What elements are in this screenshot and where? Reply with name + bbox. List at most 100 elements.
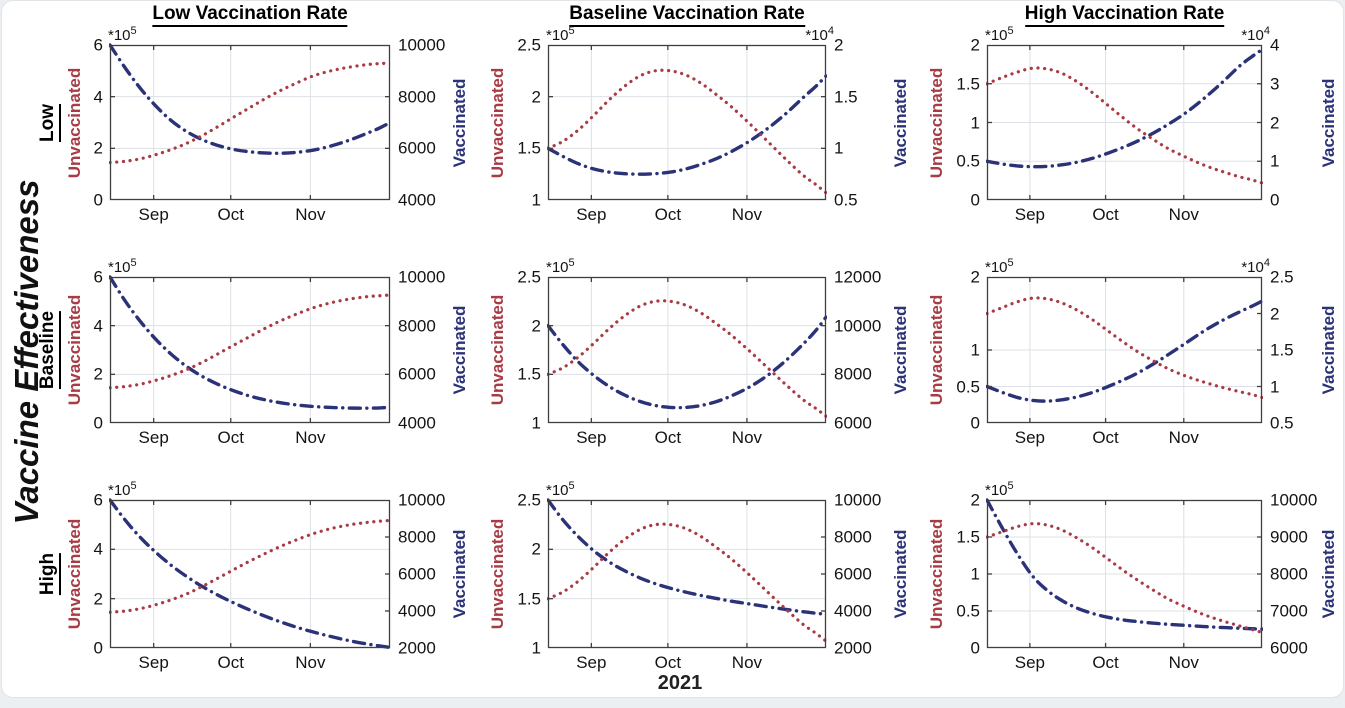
y-tick-label: 4000 bbox=[398, 413, 436, 433]
y-tick-label: 1.5 bbox=[517, 364, 541, 384]
y-tick-label: 12000 bbox=[834, 267, 882, 287]
y-tick-label: 0 bbox=[970, 190, 980, 210]
y-tick-label: 2 bbox=[970, 267, 980, 287]
y-tick-label: 2000 bbox=[834, 638, 872, 658]
y-tick-label: 10000 bbox=[398, 267, 446, 287]
y-tick-label: 2 bbox=[1270, 304, 1280, 323]
x-tick-label: Sep bbox=[576, 428, 607, 447]
subplot-r1c3 bbox=[986, 44, 1263, 201]
x-tick-label: Sep bbox=[1014, 205, 1045, 224]
y-tick-label: 6000 bbox=[834, 564, 872, 584]
y-tick-label: 1 bbox=[970, 340, 980, 360]
unvaccinated-axis-label: Unvaccinated bbox=[65, 518, 84, 630]
y-tick-label: 1.5 bbox=[834, 87, 858, 107]
y-tick-label: 10000 bbox=[398, 35, 446, 55]
x-tick-label: Sep bbox=[138, 205, 169, 224]
y-tick-label: 10000 bbox=[834, 490, 882, 510]
x-tick-label: Oct bbox=[217, 653, 244, 672]
left-axis-exponent-label: *105 bbox=[108, 480, 137, 499]
y-tick-label: 2000 bbox=[398, 638, 436, 658]
y-tick-label: 6000 bbox=[834, 413, 872, 433]
exponent-base: *10 bbox=[805, 27, 828, 44]
row-label: Low bbox=[37, 103, 61, 142]
right-axis-exponent-label: *104 bbox=[1190, 26, 1270, 44]
vaccinated-series-line bbox=[109, 275, 391, 410]
y-tick-label: 4 bbox=[1270, 35, 1280, 55]
exponent-power: 5 bbox=[130, 257, 137, 269]
y-tick-label: 4 bbox=[93, 87, 103, 107]
vaccinated-series-line bbox=[547, 315, 827, 410]
x-tick-label: Sep bbox=[1014, 428, 1045, 447]
unvaccinated-series-line bbox=[986, 522, 1263, 635]
y-tick-label: 0 bbox=[93, 638, 103, 658]
y-tick-label: 1 bbox=[1270, 377, 1280, 396]
column-title: Baseline Vaccination Rate bbox=[569, 3, 805, 27]
left-axis-exponent-label: *105 bbox=[546, 257, 575, 276]
y-tick-label: 2.5 bbox=[517, 267, 541, 287]
y-tick-label: 9000 bbox=[1270, 527, 1308, 547]
exponent-base: *10 bbox=[985, 27, 1008, 44]
y-tick-label: 6000 bbox=[398, 138, 436, 158]
y-tick-label: 7000 bbox=[1270, 601, 1308, 621]
row-label: High bbox=[37, 552, 61, 596]
subplot-r3c1 bbox=[109, 498, 391, 650]
unvaccinated-series-line bbox=[109, 518, 391, 614]
x-tick-label: Nov bbox=[731, 428, 763, 447]
exponent-base: *10 bbox=[546, 482, 569, 499]
vaccinated-series-line bbox=[986, 498, 1263, 631]
unvaccinated-axis-label: Unvaccinated bbox=[488, 294, 507, 406]
y-tick-label: 0.5 bbox=[1270, 413, 1294, 433]
x-tick-label: Nov bbox=[731, 205, 763, 224]
x-tick-label: Oct bbox=[217, 205, 244, 224]
exponent-power: 5 bbox=[568, 257, 575, 269]
x-tick-label: Sep bbox=[1014, 653, 1045, 672]
y-tick-label: 10000 bbox=[834, 316, 882, 336]
x-tick-label: Nov bbox=[295, 653, 326, 672]
x-tick-label: Nov bbox=[1168, 653, 1199, 672]
vaccinated-series-line bbox=[986, 299, 1263, 403]
x-tick-label: Oct bbox=[1092, 428, 1119, 447]
x-tick-label: Oct bbox=[1092, 205, 1119, 224]
unvaccinated-series-line bbox=[109, 293, 391, 390]
left-axis-exponent-label: *105 bbox=[985, 26, 1014, 44]
exponent-power: 4 bbox=[827, 25, 834, 37]
unvaccinated-series-line bbox=[547, 68, 827, 195]
y-tick-label: 8000 bbox=[834, 527, 872, 547]
vaccinated-series-line bbox=[986, 47, 1263, 169]
subplot-r2c2 bbox=[547, 276, 827, 424]
subplot-r1c2 bbox=[547, 44, 827, 201]
x-tick-label: Nov bbox=[295, 205, 326, 224]
exponent-power: 5 bbox=[130, 480, 137, 492]
column-title: Low Vaccination Rate bbox=[152, 3, 348, 27]
exponent-power: 5 bbox=[568, 25, 575, 37]
y-tick-label: 10000 bbox=[398, 490, 446, 510]
exponent-power: 4 bbox=[1263, 257, 1270, 269]
left-axis-exponent-label: *105 bbox=[985, 258, 1014, 276]
exponent-base: *10 bbox=[108, 482, 131, 499]
unvaccinated-axis-label: Unvaccinated bbox=[65, 294, 84, 406]
y-tick-label: 8000 bbox=[1270, 564, 1308, 584]
x-tick-label: Sep bbox=[576, 205, 607, 224]
y-tick-label: 1 bbox=[970, 113, 980, 132]
exponent-power: 5 bbox=[1007, 480, 1014, 492]
y-tick-label: 2 bbox=[93, 138, 103, 158]
right-axis-exponent-label: *104 bbox=[1190, 257, 1270, 276]
x-tick-label: Nov bbox=[1168, 205, 1199, 224]
y-tick-label: 1 bbox=[1270, 151, 1280, 171]
x-tick-label: Nov bbox=[731, 653, 763, 672]
column-title: High Vaccination Rate bbox=[1024, 3, 1225, 27]
y-tick-label: 2.5 bbox=[1270, 267, 1294, 287]
y-tick-label: 0 bbox=[1270, 190, 1280, 210]
y-tick-label: 0.5 bbox=[956, 151, 980, 171]
vaccinated-series-line bbox=[547, 498, 827, 617]
x-tick-label: Oct bbox=[654, 653, 682, 672]
subplot-r1c1 bbox=[109, 43, 391, 201]
y-tick-label: 6 bbox=[93, 35, 103, 55]
y-tick-label: 4000 bbox=[834, 601, 872, 621]
y-tick-label: 0.5 bbox=[956, 601, 980, 621]
unvaccinated-axis-label: Unvaccinated bbox=[65, 67, 84, 178]
y-tick-label: 8000 bbox=[834, 364, 872, 384]
y-tick-label: 6000 bbox=[398, 364, 436, 384]
unvaccinated-series-line bbox=[547, 299, 827, 418]
